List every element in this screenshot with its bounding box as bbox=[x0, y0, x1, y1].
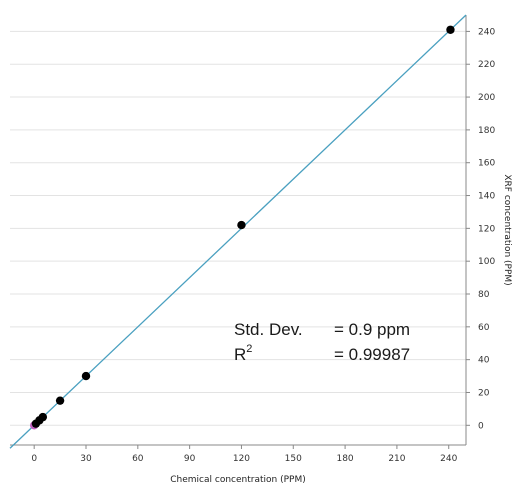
x-tick-label: 180 bbox=[336, 454, 353, 464]
x-tick-label: 30 bbox=[80, 454, 92, 464]
data-point bbox=[81, 371, 91, 381]
data-point bbox=[55, 396, 65, 405]
grid-lines bbox=[10, 30, 466, 426]
x-tick-label: 210 bbox=[388, 454, 405, 464]
y-tick-label: 200 bbox=[478, 93, 495, 103]
y-tick-label: 140 bbox=[478, 192, 495, 202]
x-tick-label: 60 bbox=[132, 454, 144, 464]
x-tick-label: 90 bbox=[184, 454, 196, 464]
std-dev-value: = 0.9 ppm bbox=[334, 320, 410, 339]
y-tick-label: 80 bbox=[478, 290, 490, 300]
y-axis-title: XRF concentration (PPM) bbox=[502, 174, 512, 285]
std-dev-label: Std. Dev. bbox=[234, 320, 303, 339]
y-tick-label: 60 bbox=[478, 323, 490, 333]
y-tick-label: 120 bbox=[478, 224, 495, 234]
y-ticks: 0 20 40 60 80 100 120 140 160 180 200 220 240 bbox=[466, 27, 495, 431]
r2-value: = 0.99987 bbox=[334, 345, 410, 364]
y-tick-label: 160 bbox=[478, 159, 495, 169]
x-axis-title: Chemical concentration (PPM) bbox=[170, 475, 305, 485]
data-points bbox=[29, 25, 455, 430]
y-tick-label: 20 bbox=[478, 388, 490, 398]
stats-annotation: Std. Dev. = 0.9 ppm R2 = 0.99987 bbox=[234, 320, 410, 364]
x-tick-label: 150 bbox=[285, 454, 302, 464]
r2-label: R2 bbox=[234, 343, 252, 364]
data-point bbox=[237, 220, 246, 230]
x-tick-label: 120 bbox=[233, 454, 250, 464]
data-point bbox=[446, 25, 455, 34]
x-tick-label: 240 bbox=[440, 454, 457, 464]
x-ticks: 0 30 60 90 120 150 180 210 240 bbox=[31, 445, 458, 464]
y-tick-label: 240 bbox=[478, 27, 495, 37]
y-tick-label: 180 bbox=[478, 126, 495, 136]
y-tick-label: 0 bbox=[478, 421, 484, 431]
y-tick-label: 100 bbox=[478, 257, 495, 267]
x-tick-label: 0 bbox=[31, 454, 37, 464]
r2-superscript: 2 bbox=[246, 343, 252, 355]
y-tick-label: 40 bbox=[478, 356, 490, 366]
r2-label-base: R bbox=[234, 345, 246, 364]
y-tick-label: 220 bbox=[478, 60, 495, 70]
data-point bbox=[38, 412, 48, 422]
